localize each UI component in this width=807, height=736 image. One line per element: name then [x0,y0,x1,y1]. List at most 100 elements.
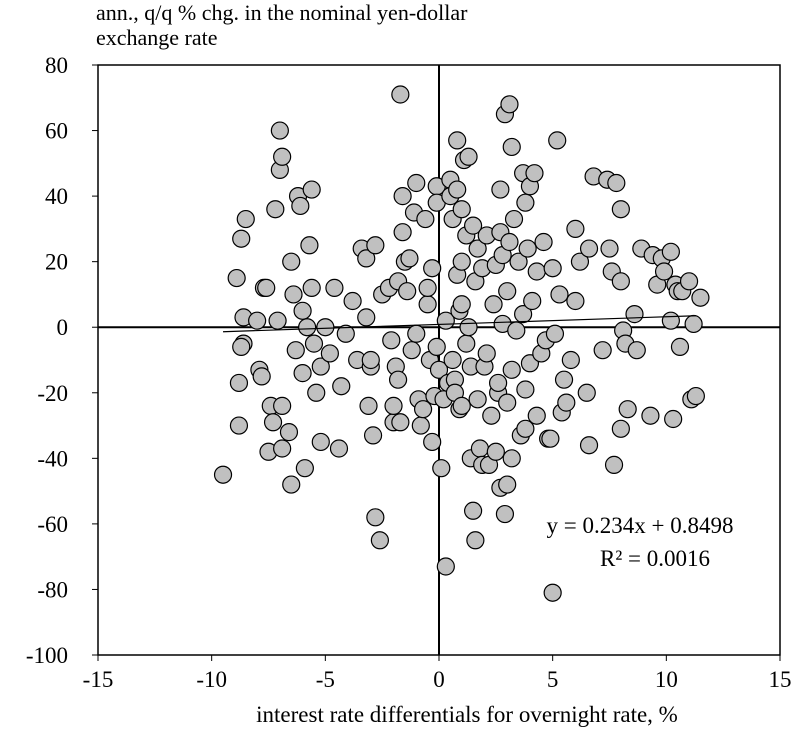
point [561,350,580,370]
point [661,242,680,261]
point [279,423,299,442]
point [443,350,462,370]
point [502,360,521,379]
point [477,344,496,363]
point [411,416,430,435]
point [302,180,321,199]
point [432,459,451,478]
point [516,419,535,438]
point [523,291,542,311]
point [566,291,585,311]
point [263,413,283,432]
point [625,305,644,324]
point [514,305,533,324]
point [252,367,271,386]
point [452,295,471,314]
point [311,357,330,376]
point [304,334,324,353]
x-tick-label: 15 [769,667,792,692]
point [232,229,251,248]
x-tick-label: 5 [547,667,559,692]
point [423,259,442,278]
point [248,311,267,330]
point [452,396,471,415]
point [543,259,562,278]
point [270,121,289,140]
point [282,252,301,271]
point [357,308,376,327]
point [691,288,710,307]
point [316,318,335,337]
y-tick-label: 0 [57,315,69,340]
point [654,262,674,281]
x-axis-label: interest rate differentials for overnigh… [256,702,678,727]
point [393,187,412,206]
point [502,449,521,468]
point [495,504,515,524]
point [459,318,478,337]
point [507,321,526,340]
point [398,282,417,301]
point [418,278,437,297]
point [302,278,321,297]
point [518,239,537,258]
x-tick-label: -5 [316,667,335,692]
point [498,393,517,412]
point [232,337,251,356]
point [516,193,535,212]
point [393,223,412,242]
point [363,426,383,445]
point [504,209,524,229]
point [229,373,249,393]
point [273,147,292,166]
point [468,239,487,258]
point [227,268,246,288]
point [370,531,389,550]
point [413,400,433,419]
point [600,239,619,258]
point [427,337,446,356]
point [293,364,312,383]
point [452,200,471,219]
point [577,383,596,402]
point [286,341,305,360]
point [407,324,426,343]
point [489,373,508,393]
trendline-r2: R² = 0.0016 [600,546,710,571]
point [391,413,410,432]
point [554,370,574,389]
point [300,236,319,255]
point [464,501,483,520]
point [550,285,569,304]
x-tick-label: -10 [196,667,227,692]
point [543,583,562,602]
x-tick-label: 10 [655,667,678,692]
point [366,236,385,255]
point [448,131,467,150]
point [452,252,471,271]
y-tick-label: -60 [37,512,68,537]
point [357,249,376,268]
point [482,406,501,425]
point [641,406,660,425]
point [429,360,449,379]
point [311,432,330,452]
point [627,341,646,360]
point [293,301,312,320]
point [236,209,255,229]
point [213,465,233,484]
point [468,390,487,409]
point [579,436,599,455]
point [534,232,553,252]
point [418,295,437,314]
point [545,324,565,343]
point [284,285,303,304]
y-tick-label: -100 [26,643,68,668]
point [566,219,585,238]
point [502,137,521,157]
point [436,557,455,576]
point [273,439,292,458]
point [557,393,576,412]
